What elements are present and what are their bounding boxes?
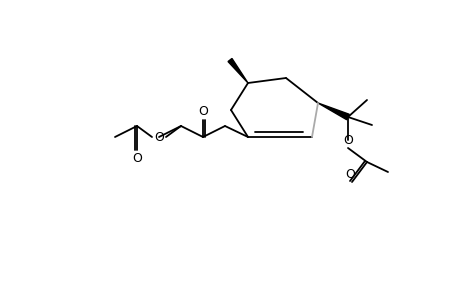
Polygon shape	[317, 103, 348, 120]
Polygon shape	[228, 58, 247, 83]
Text: O: O	[344, 168, 354, 181]
Text: O: O	[198, 105, 207, 118]
Text: O: O	[132, 152, 142, 165]
Text: O: O	[154, 130, 163, 143]
Text: O: O	[342, 134, 352, 147]
